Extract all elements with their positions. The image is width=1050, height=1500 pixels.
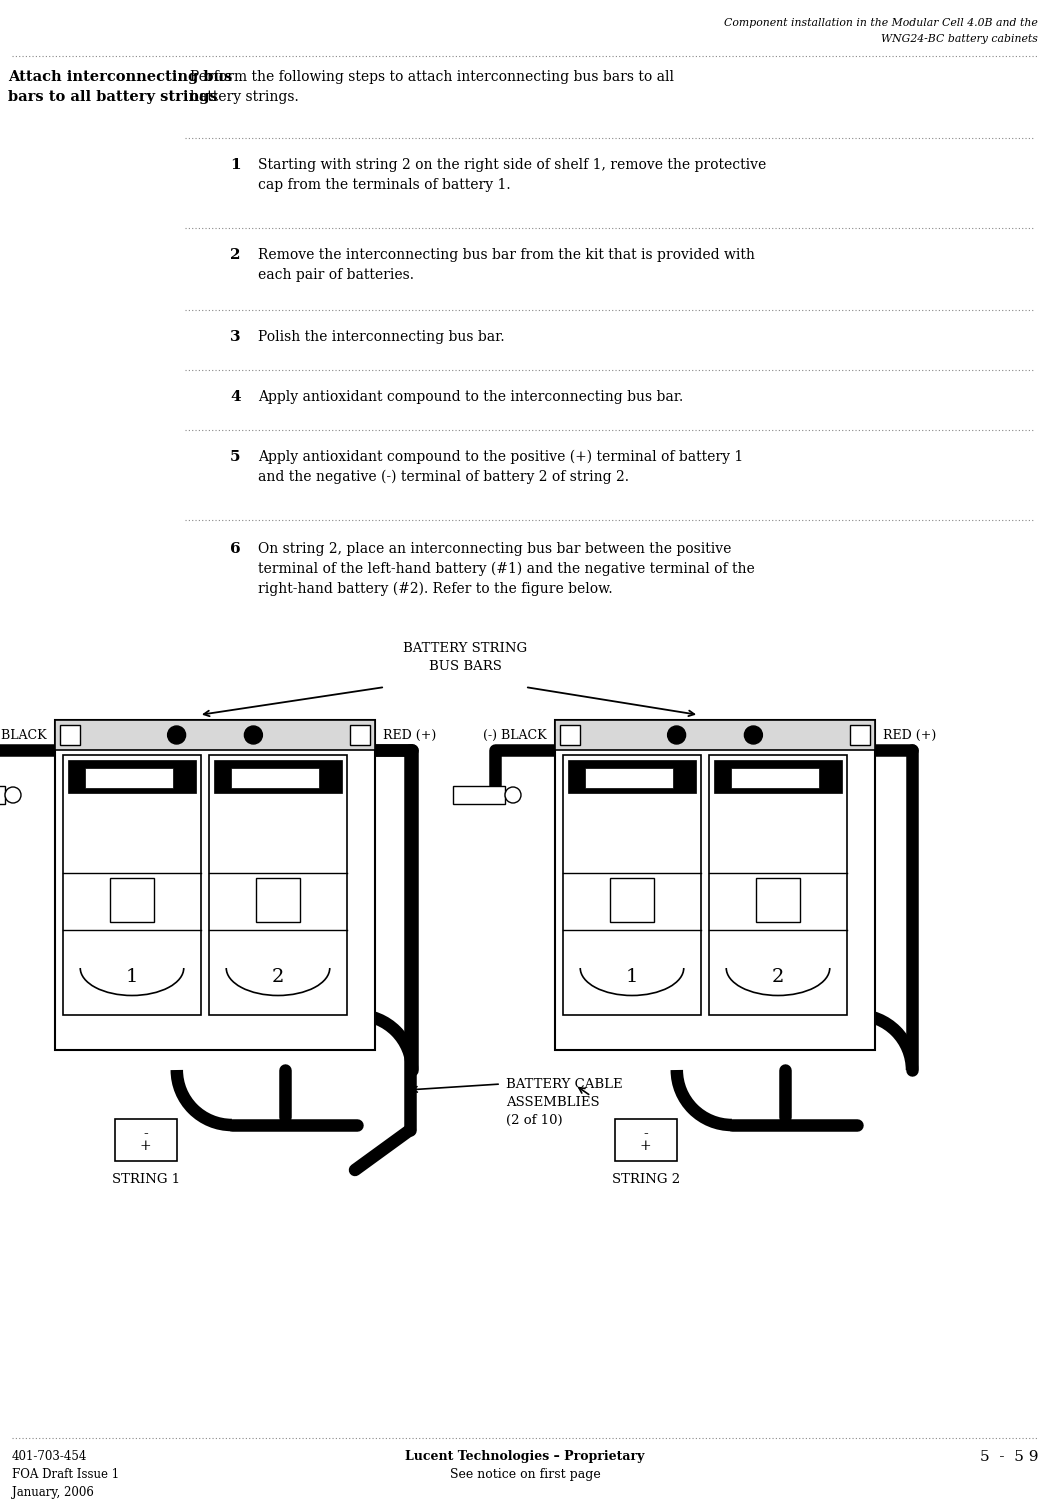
Text: Perform the following steps to attach interconnecting bus bars to all: Perform the following steps to attach in… xyxy=(190,70,674,84)
Text: RED (+): RED (+) xyxy=(883,729,937,741)
Bar xyxy=(731,768,819,788)
Bar xyxy=(68,760,196,794)
Text: 401-703-454: 401-703-454 xyxy=(12,1450,87,1462)
Circle shape xyxy=(744,726,762,744)
Bar xyxy=(55,720,375,750)
Text: Polish the interconnecting bus bar.: Polish the interconnecting bus bar. xyxy=(258,330,505,344)
Text: BATTERY CABLE: BATTERY CABLE xyxy=(506,1078,623,1090)
Bar xyxy=(714,760,842,794)
Text: Lucent Technologies – Proprietary: Lucent Technologies – Proprietary xyxy=(405,1450,645,1462)
Bar xyxy=(610,878,654,922)
Bar xyxy=(350,724,370,746)
Text: each pair of batteries.: each pair of batteries. xyxy=(258,268,414,282)
Text: RED (+): RED (+) xyxy=(383,729,436,741)
Text: BUS BARS: BUS BARS xyxy=(428,660,502,674)
Text: See notice on first page: See notice on first page xyxy=(449,1468,601,1480)
Text: Starting with string 2 on the right side of shelf 1, remove the protective: Starting with string 2 on the right side… xyxy=(258,158,766,172)
Text: 2: 2 xyxy=(230,248,240,262)
Text: 1: 1 xyxy=(230,158,240,172)
Text: Remove the interconnecting bus bar from the kit that is provided with: Remove the interconnecting bus bar from … xyxy=(258,248,755,262)
Bar xyxy=(585,768,673,788)
Text: 4: 4 xyxy=(230,390,240,404)
Text: (-) BLACK: (-) BLACK xyxy=(483,729,547,741)
Bar xyxy=(114,1119,176,1161)
Bar xyxy=(453,786,505,804)
Text: STRING 2: STRING 2 xyxy=(612,1173,679,1186)
Text: 2: 2 xyxy=(272,968,285,986)
Text: right-hand battery (#2). Refer to the figure below.: right-hand battery (#2). Refer to the fi… xyxy=(258,582,612,597)
Text: 5  -  5 9: 5 - 5 9 xyxy=(980,1450,1038,1464)
Text: BATTERY STRING: BATTERY STRING xyxy=(403,642,527,656)
Text: and the negative (-) terminal of battery 2 of string 2.: and the negative (-) terminal of battery… xyxy=(258,470,629,484)
Text: STRING 1: STRING 1 xyxy=(111,1173,180,1186)
Text: (2 of 10): (2 of 10) xyxy=(506,1114,563,1126)
Circle shape xyxy=(505,788,521,802)
Bar xyxy=(110,878,154,922)
Text: 1: 1 xyxy=(626,968,638,986)
Text: battery strings.: battery strings. xyxy=(190,90,299,104)
Text: WNG24-BC battery cabinets: WNG24-BC battery cabinets xyxy=(881,34,1038,44)
Text: 1: 1 xyxy=(126,968,139,986)
Circle shape xyxy=(168,726,186,744)
Bar xyxy=(555,720,875,1050)
Text: Attach interconnecting bus: Attach interconnecting bus xyxy=(8,70,232,84)
Bar xyxy=(85,768,173,788)
Text: cap from the terminals of battery 1.: cap from the terminals of battery 1. xyxy=(258,178,510,192)
Bar xyxy=(615,1119,677,1161)
Text: On string 2, place an interconnecting bus bar between the positive: On string 2, place an interconnecting bu… xyxy=(258,542,732,556)
Bar xyxy=(256,878,300,922)
Bar xyxy=(850,724,870,746)
Bar xyxy=(63,754,201,1016)
Text: bars to all battery strings: bars to all battery strings xyxy=(8,90,217,104)
Text: ASSEMBLIES: ASSEMBLIES xyxy=(506,1096,600,1108)
Text: terminal of the left-hand battery (#1) and the negative terminal of the: terminal of the left-hand battery (#1) a… xyxy=(258,562,755,576)
Bar xyxy=(756,878,800,922)
Bar xyxy=(209,754,346,1016)
Text: January, 2006: January, 2006 xyxy=(12,1486,93,1498)
Bar xyxy=(560,724,580,746)
Text: (-) BLACK: (-) BLACK xyxy=(0,729,47,741)
Text: FOA Draft Issue 1: FOA Draft Issue 1 xyxy=(12,1468,119,1480)
Text: -: - xyxy=(644,1126,648,1142)
Text: 2: 2 xyxy=(772,968,784,986)
Text: 5: 5 xyxy=(230,450,240,464)
Bar xyxy=(214,760,342,794)
Text: Component installation in the Modular Cell 4.0B and the: Component installation in the Modular Ce… xyxy=(724,18,1038,28)
Circle shape xyxy=(5,788,21,802)
Circle shape xyxy=(668,726,686,744)
Bar xyxy=(231,768,319,788)
Text: 3: 3 xyxy=(230,330,240,344)
Text: -: - xyxy=(144,1126,148,1142)
Bar xyxy=(563,754,701,1016)
Text: +: + xyxy=(140,1138,151,1154)
Bar xyxy=(568,760,696,794)
Bar xyxy=(709,754,847,1016)
Bar xyxy=(55,720,375,1050)
Bar xyxy=(0,786,5,804)
Bar xyxy=(555,720,875,750)
Circle shape xyxy=(245,726,262,744)
Text: 6: 6 xyxy=(230,542,240,556)
Text: Apply antioxidant compound to the interconnecting bus bar.: Apply antioxidant compound to the interc… xyxy=(258,390,684,404)
Text: Apply antioxidant compound to the positive (+) terminal of battery 1: Apply antioxidant compound to the positi… xyxy=(258,450,743,465)
Bar xyxy=(60,724,80,746)
Text: +: + xyxy=(640,1138,652,1154)
